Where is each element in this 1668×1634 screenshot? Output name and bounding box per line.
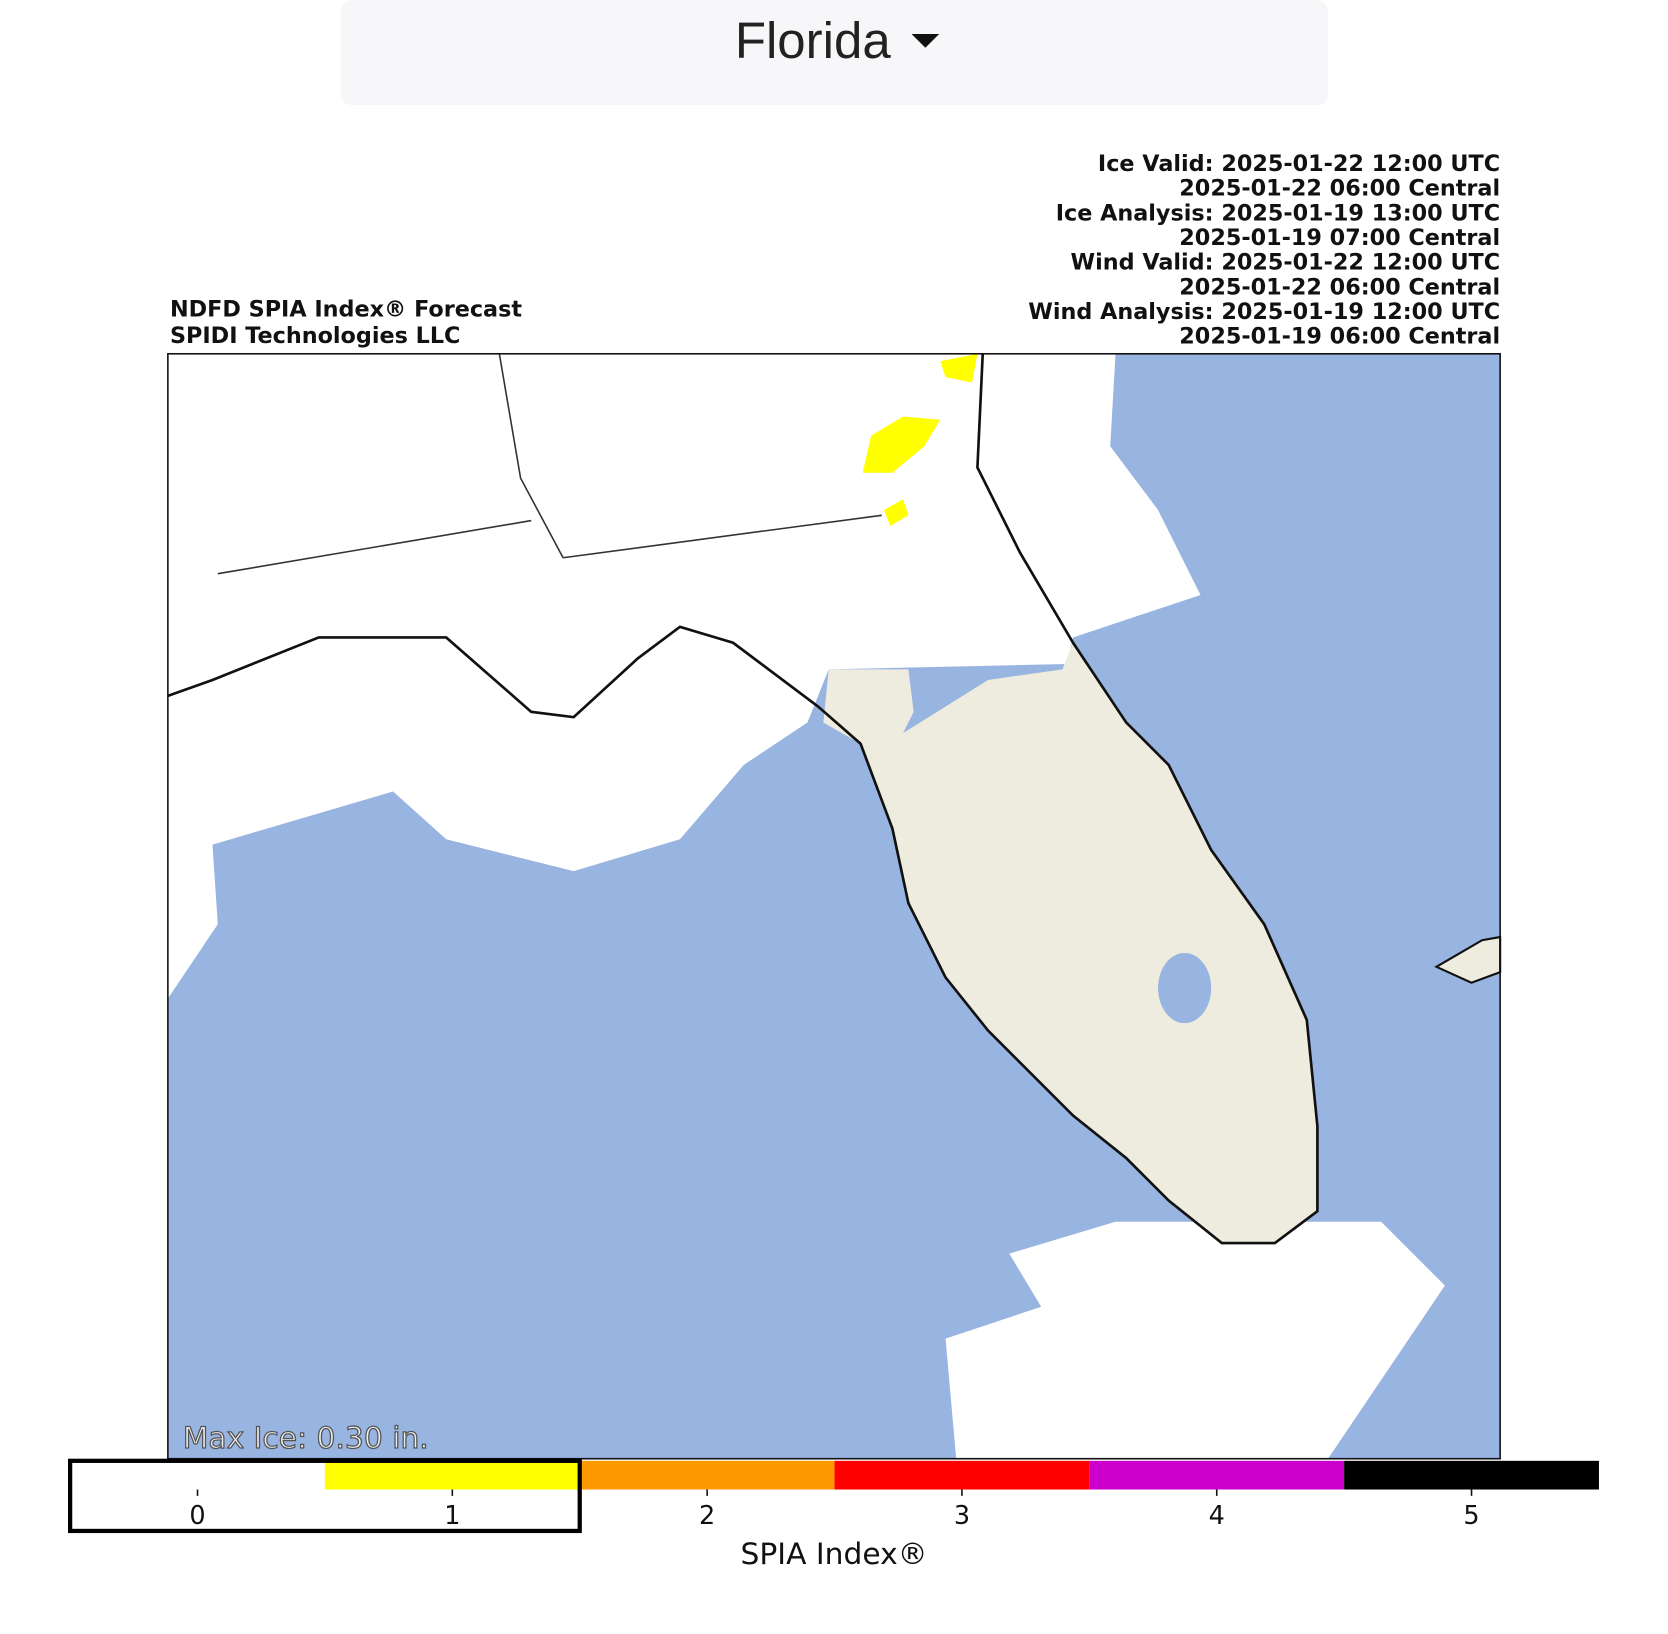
coastline	[167, 353, 1319, 1245]
colorbar-label: SPIA Index®	[741, 1537, 928, 1572]
time-line: 2025-01-22 06:00 Central	[1179, 176, 1500, 202]
time-block: Ice Valid: 2025-01-22 12:00 UTC2025-01-2…	[1028, 151, 1500, 350]
dropdown-label[interactable]: Florida	[735, 12, 891, 69]
peninsula	[823, 642, 1318, 1244]
time-line: 2025-01-22 06:00 Central	[1179, 274, 1500, 300]
time-line: 2025-01-19 07:00 Central	[1179, 225, 1500, 251]
tick-label: 3	[954, 1501, 970, 1531]
tick-label: 5	[1463, 1501, 1479, 1531]
map: Max Ice: 0.30 in.	[167, 352, 1502, 1460]
tick-label: 2	[699, 1501, 715, 1531]
tick-label: 0	[189, 1501, 205, 1531]
max-ice: Max Ice: 0.30 in.	[183, 1421, 429, 1456]
time-line: Wind Analysis: 2025-01-19 12:00 UTC	[1028, 299, 1500, 325]
tick-label: 1	[444, 1501, 460, 1531]
colorbar-segment	[324, 1460, 580, 1490]
map-subtitle: SPIDI Technologies LLC	[170, 323, 460, 349]
colorbar-highlight	[67, 1458, 582, 1534]
colorbar-segment	[1089, 1460, 1345, 1490]
land	[167, 353, 1201, 999]
time-line: Wind Valid: 2025-01-22 12:00 UTC	[1070, 250, 1500, 276]
ice-area	[862, 353, 978, 526]
tick-label: 4	[1209, 1501, 1225, 1531]
dropdown-caret[interactable]	[911, 33, 940, 48]
colorbar-segment	[70, 1460, 325, 1490]
time-line: 2025-01-19 06:00 Central	[1179, 324, 1500, 350]
colorbar-segment	[1344, 1460, 1599, 1490]
colorbar: 0 1 2 3 4 5	[67, 1458, 1599, 1534]
state-line	[217, 353, 882, 575]
colorbar-segment	[579, 1460, 835, 1490]
lake	[1158, 952, 1212, 1024]
dropdown-box[interactable]	[341, 0, 1329, 106]
time-line: Ice Analysis: 2025-01-19 13:00 UTC	[1056, 200, 1500, 226]
map-title: NDFD SPIA Index® Forecast	[170, 297, 522, 323]
land	[945, 1221, 1445, 1459]
time-line: Ice Valid: 2025-01-22 12:00 UTC	[1098, 151, 1500, 177]
colorbar-segment	[834, 1460, 1090, 1490]
map-frame	[167, 352, 1501, 1460]
